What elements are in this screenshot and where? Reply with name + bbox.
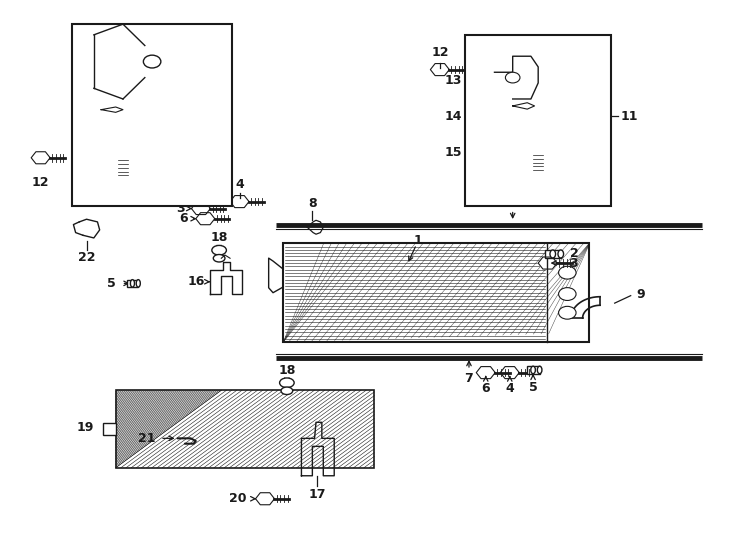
Bar <box>126 280 138 287</box>
Ellipse shape <box>550 250 556 258</box>
Circle shape <box>529 146 547 159</box>
Text: 7: 7 <box>465 372 473 384</box>
Ellipse shape <box>137 280 140 287</box>
Text: 4: 4 <box>506 382 514 395</box>
Ellipse shape <box>116 79 130 88</box>
Circle shape <box>530 110 546 122</box>
Bar <box>545 250 561 258</box>
Text: 13: 13 <box>444 74 462 87</box>
Polygon shape <box>501 367 519 379</box>
Text: 20: 20 <box>229 492 247 505</box>
Ellipse shape <box>131 280 134 287</box>
Ellipse shape <box>117 88 128 95</box>
Circle shape <box>506 72 520 83</box>
Ellipse shape <box>547 80 559 87</box>
Circle shape <box>119 120 127 126</box>
Text: 7: 7 <box>509 195 517 208</box>
Circle shape <box>534 113 542 119</box>
Bar <box>283 244 589 342</box>
Text: 6: 6 <box>179 212 188 225</box>
Text: 14: 14 <box>444 110 462 123</box>
Ellipse shape <box>212 245 226 255</box>
Text: 17: 17 <box>309 488 326 501</box>
Bar <box>72 24 232 206</box>
Text: 11: 11 <box>620 110 638 123</box>
Ellipse shape <box>214 254 225 262</box>
Ellipse shape <box>558 250 564 258</box>
Bar <box>103 423 116 435</box>
Text: 8: 8 <box>308 197 316 210</box>
Polygon shape <box>255 492 275 505</box>
Text: 14: 14 <box>159 117 177 130</box>
Text: 19: 19 <box>76 421 94 434</box>
Circle shape <box>559 266 576 279</box>
Text: 6: 6 <box>482 382 490 395</box>
Text: 9: 9 <box>636 287 645 301</box>
Ellipse shape <box>214 193 221 202</box>
Text: 3: 3 <box>176 202 185 215</box>
Text: 15: 15 <box>444 146 462 159</box>
Ellipse shape <box>223 193 230 202</box>
Circle shape <box>115 151 131 164</box>
Text: 2: 2 <box>191 184 200 198</box>
Polygon shape <box>31 152 50 164</box>
Text: 5: 5 <box>528 381 537 394</box>
Text: 13: 13 <box>159 82 177 95</box>
Polygon shape <box>476 367 495 379</box>
Circle shape <box>559 288 576 300</box>
Polygon shape <box>538 257 557 269</box>
Bar <box>116 390 374 468</box>
Text: 21: 21 <box>138 432 156 445</box>
Ellipse shape <box>537 366 542 374</box>
Polygon shape <box>192 202 211 214</box>
Text: 15: 15 <box>159 151 177 164</box>
Text: 12: 12 <box>32 177 49 190</box>
Text: 18: 18 <box>278 364 296 377</box>
Ellipse shape <box>545 71 560 80</box>
Ellipse shape <box>281 387 293 395</box>
Circle shape <box>143 55 161 68</box>
Text: 3: 3 <box>570 256 578 269</box>
Text: 4: 4 <box>235 178 244 191</box>
Text: 12: 12 <box>431 46 448 59</box>
Ellipse shape <box>531 366 535 374</box>
Bar <box>526 366 539 374</box>
Ellipse shape <box>280 378 294 388</box>
Text: 16: 16 <box>188 275 206 288</box>
Circle shape <box>559 306 576 319</box>
Polygon shape <box>230 195 249 207</box>
Text: 10: 10 <box>209 82 226 95</box>
Text: 2: 2 <box>570 247 578 260</box>
Text: 1: 1 <box>414 234 422 247</box>
Text: 18: 18 <box>211 231 228 244</box>
Text: 5: 5 <box>107 277 116 290</box>
Circle shape <box>115 117 131 129</box>
Polygon shape <box>430 64 449 76</box>
Polygon shape <box>196 213 215 225</box>
Text: 22: 22 <box>78 251 95 264</box>
Bar <box>209 193 226 202</box>
Bar <box>465 35 611 206</box>
